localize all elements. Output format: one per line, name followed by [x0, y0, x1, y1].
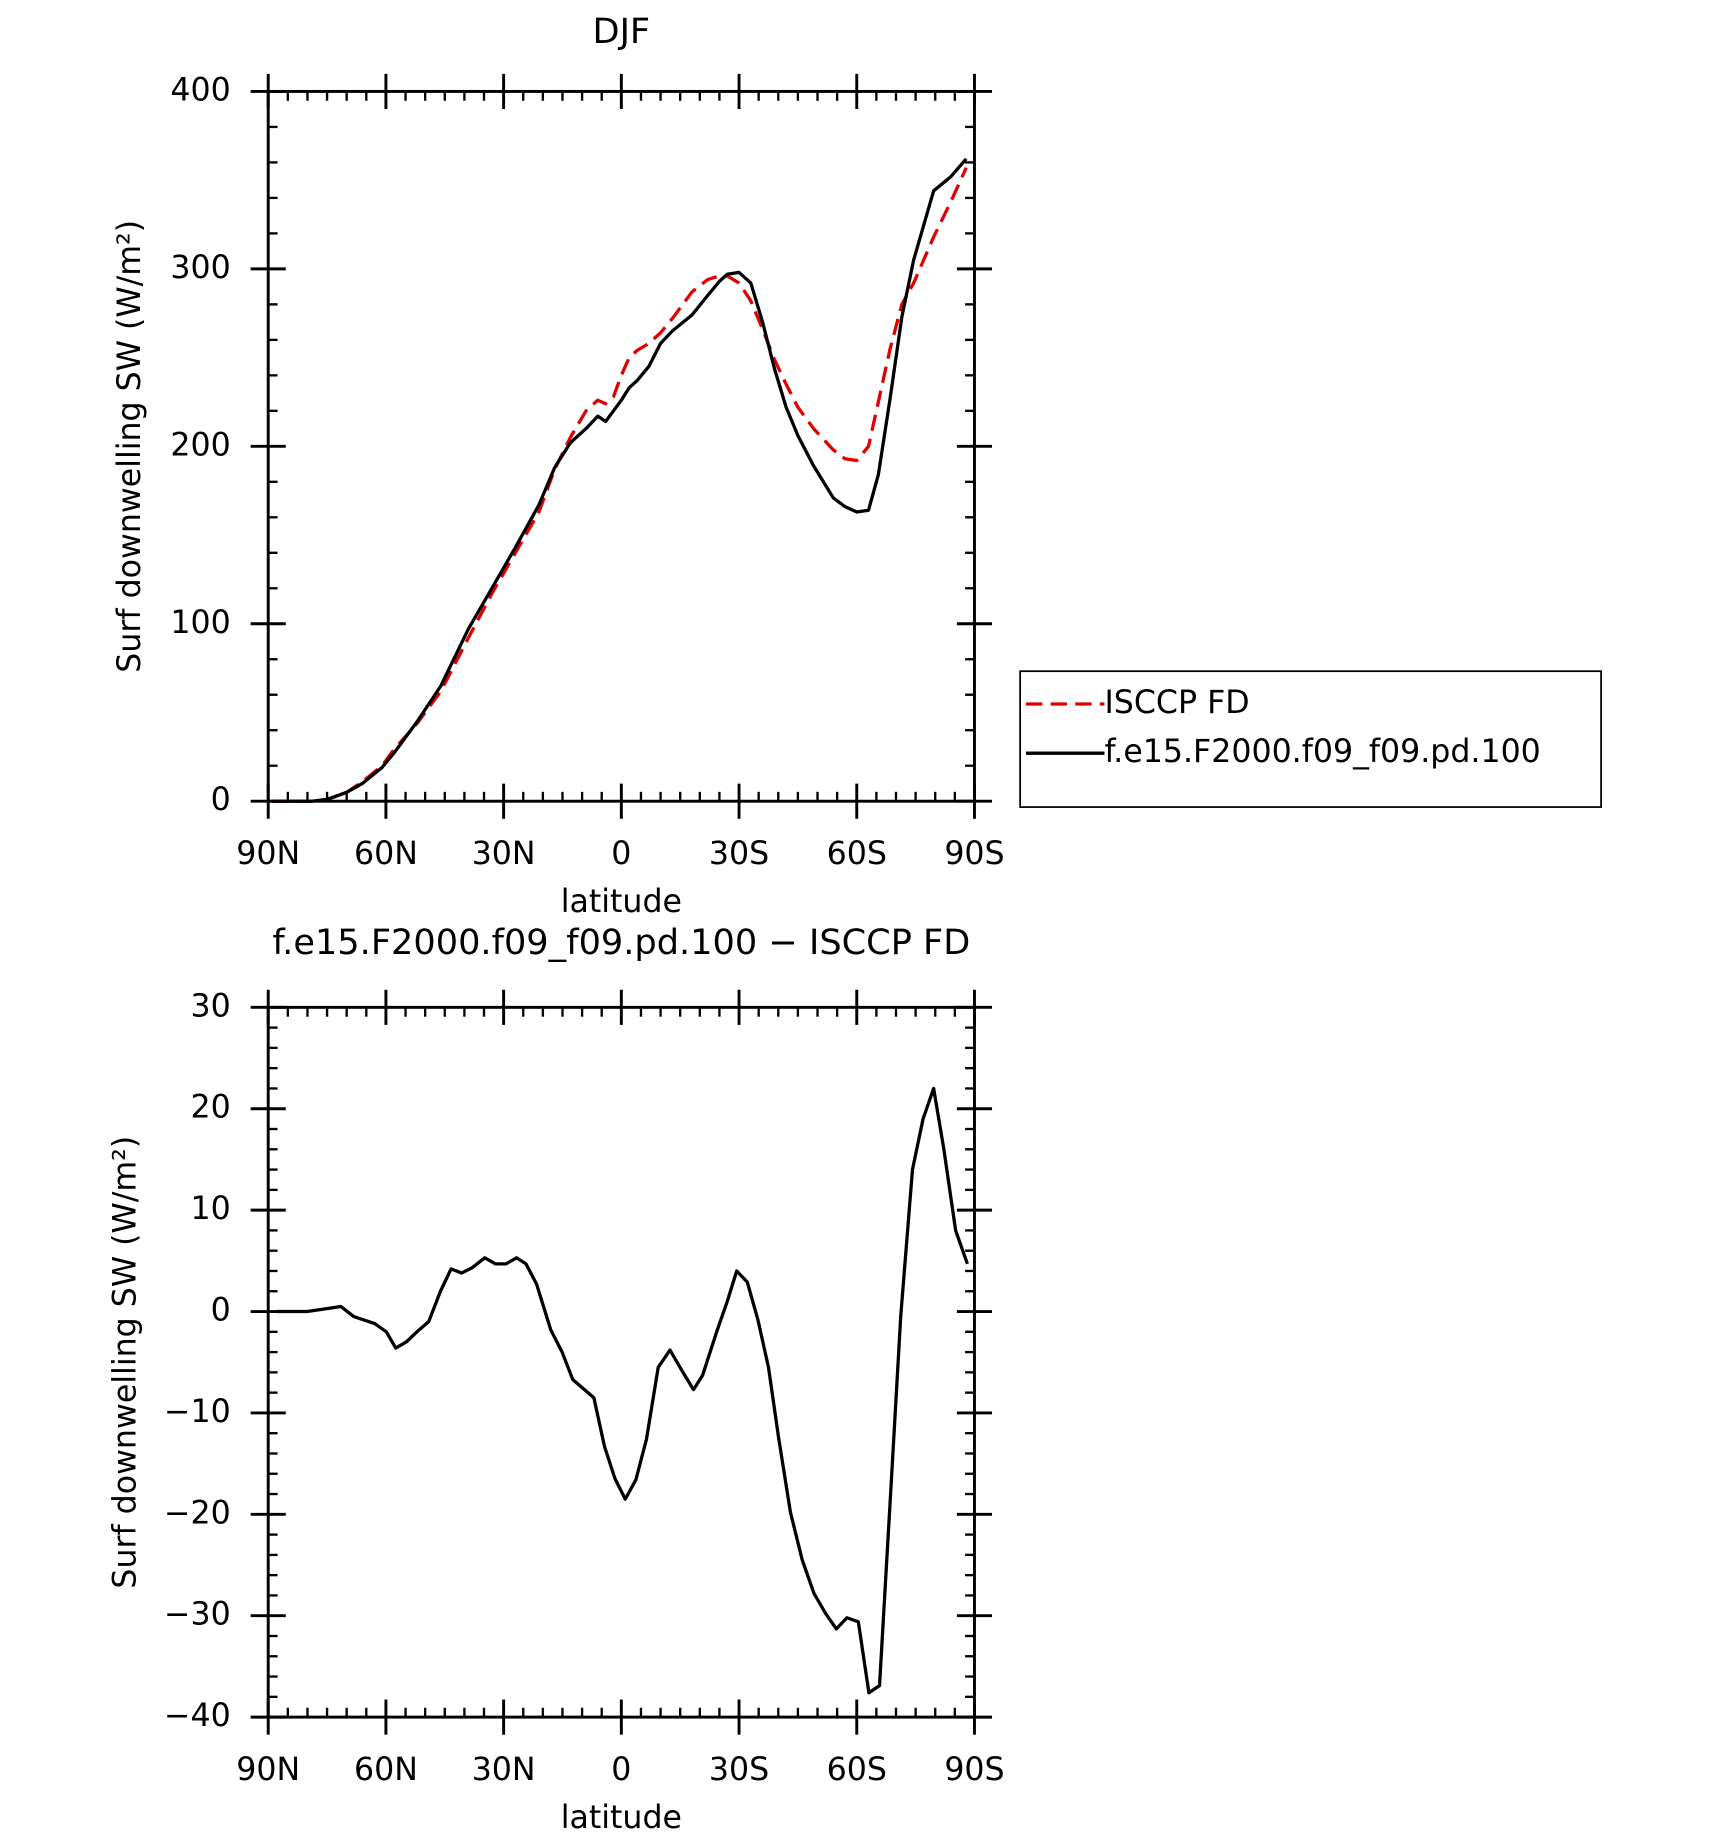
x-axis-label: latitude — [561, 884, 682, 920]
plot-frame — [266, 1005, 976, 1719]
x-tick-label: 30S — [709, 1752, 769, 1788]
y-tick-label: 0 — [211, 782, 231, 818]
y-tick-label: 0 — [211, 1293, 231, 1329]
data-line — [272, 157, 968, 803]
x-tick-label: 0 — [611, 1752, 631, 1788]
x-tick-label: 30N — [472, 1752, 536, 1788]
x-tick-label: 60N — [354, 836, 418, 872]
y-tick-label: −40 — [164, 1698, 231, 1734]
x-tick-label: 90N — [236, 836, 300, 872]
y-axis-label: Surf downwelling SW (W/m²) — [107, 1136, 143, 1589]
y-tick-label: 400 — [170, 72, 230, 108]
legend-label: f.e15.F2000.f09_f09.pd.100 — [1104, 734, 1540, 770]
y-tick-label: 300 — [170, 250, 230, 286]
legend-box — [1019, 670, 1602, 808]
chart-title: f.e15.F2000.f09_f09.pd.100 − ISCCP FD — [272, 922, 970, 963]
x-tick-label: 30N — [472, 836, 536, 872]
x-tick-label: 90N — [236, 1752, 300, 1788]
y-tick-label: 30 — [190, 988, 230, 1024]
y-tick-label: 10 — [190, 1191, 230, 1227]
y-tick-label: 200 — [170, 427, 230, 463]
legend: ISCCP FD f.e15.F2000.f09_f09.pd.100 — [1019, 670, 1602, 808]
y-axis-label: Surf downwelling SW (W/m²) — [112, 220, 148, 673]
y-tick-label: −20 — [164, 1495, 231, 1531]
x-tick-label: 90S — [944, 1752, 1004, 1788]
chart-title: DJF — [593, 11, 651, 52]
x-tick-label: 60N — [354, 1752, 418, 1788]
x-axis-label: latitude — [561, 1800, 682, 1836]
x-tick-label: 30S — [709, 836, 769, 872]
y-tick-label: −30 — [164, 1597, 231, 1633]
y-tick-label: −10 — [164, 1394, 231, 1430]
legend-label: ISCCP FD — [1104, 685, 1249, 721]
y-tick-label: 20 — [190, 1090, 230, 1126]
data-line — [276, 1086, 969, 1695]
x-tick-label: 90S — [944, 836, 1004, 872]
data-line — [272, 167, 968, 803]
x-tick-label: 60S — [827, 836, 887, 872]
x-tick-label: 0 — [611, 836, 631, 872]
plot-frame — [266, 89, 976, 803]
x-tick-label: 60S — [827, 1752, 887, 1788]
y-tick-label: 100 — [170, 605, 230, 641]
